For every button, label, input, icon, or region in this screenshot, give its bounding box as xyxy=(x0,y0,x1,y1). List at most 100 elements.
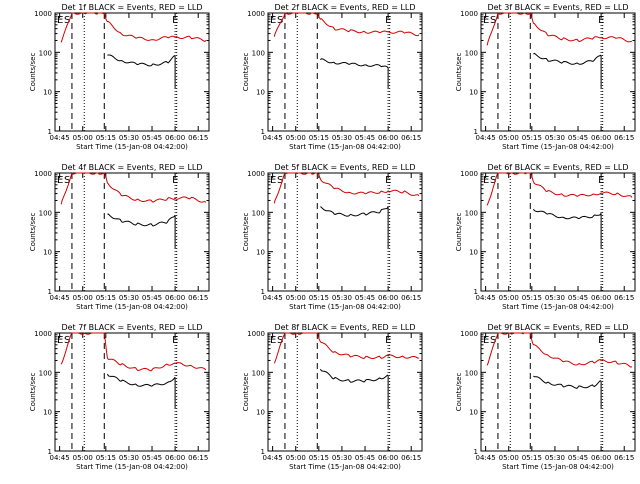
x-tick-label: 04:45 xyxy=(263,454,283,462)
chart-panel-4: Det 4f BLACK = Events, RED = LLD 1 10 100 10… xyxy=(29,163,210,311)
y-tick-label: 1000 xyxy=(34,330,52,338)
lld-series-line xyxy=(60,172,207,205)
y-tick-label: 1000 xyxy=(460,10,478,18)
y-tick-label: 100 xyxy=(465,209,478,217)
y-axis-label: Counts/sec xyxy=(455,53,463,92)
plot-frame xyxy=(480,172,636,292)
x-tick-label: 05:45 xyxy=(142,134,162,142)
x-tick-label: 05:30 xyxy=(119,454,139,462)
y-tick-label: 100 xyxy=(465,49,478,57)
marker-label-e: E xyxy=(57,175,63,186)
x-axis-label: Start Time (15-Jan-08 04:42:00) xyxy=(289,143,401,151)
x-tick-label: 06:00 xyxy=(378,454,398,462)
marker-label-e: E xyxy=(483,335,489,346)
x-tick-label: 06:15 xyxy=(614,454,634,462)
y-tick-label: 1 xyxy=(48,288,52,296)
y-tick-label: 1000 xyxy=(247,170,265,178)
x-tick-label: 06:15 xyxy=(188,294,208,302)
y-axis-label: Counts/sec xyxy=(29,53,37,92)
plot-frame xyxy=(480,332,636,452)
x-tick-label: 06:15 xyxy=(401,134,421,142)
y-tick-label: 10 xyxy=(43,89,52,97)
x-tick-label: 05:30 xyxy=(119,294,139,302)
y-tick-label: 1000 xyxy=(460,330,478,338)
panel-title: Det 2f BLACK = Events, RED = LLD xyxy=(274,3,415,12)
panel-title: Det 6f BLACK = Events, RED = LLD xyxy=(487,163,628,172)
plot-frame xyxy=(54,12,210,132)
x-tick-label: 05:15 xyxy=(96,294,116,302)
lld-series-line xyxy=(273,172,420,204)
plot-frame xyxy=(480,12,636,132)
x-tick-label: 05:30 xyxy=(545,294,565,302)
marker-label-e: E xyxy=(483,15,489,26)
y-tick-label: 100 xyxy=(39,49,52,57)
y-axis-label: Counts/sec xyxy=(242,53,250,92)
y-tick-label: 10 xyxy=(256,249,265,257)
marker-label-s: S xyxy=(64,175,70,186)
x-tick-label: 05:30 xyxy=(332,294,352,302)
y-tick-label: 100 xyxy=(39,369,52,377)
y-tick-label: 1 xyxy=(48,448,52,456)
y-tick-label: 1 xyxy=(474,288,478,296)
y-tick-label: 1000 xyxy=(247,330,265,338)
y-tick-label: 1000 xyxy=(247,10,265,18)
x-tick-label: 06:00 xyxy=(378,294,398,302)
marker-label-e: E xyxy=(483,175,489,186)
plot-frame xyxy=(54,172,210,292)
y-axis-label: Counts/sec xyxy=(242,373,250,412)
x-tick-label: 06:15 xyxy=(614,134,634,142)
x-axis-label: Start Time (15-Jan-08 04:42:00) xyxy=(76,143,188,151)
x-tick-label: 05:45 xyxy=(355,134,375,142)
x-tick-label: 05:15 xyxy=(309,294,329,302)
x-tick-label: 04:45 xyxy=(263,294,283,302)
x-tick-label: 04:45 xyxy=(476,134,496,142)
x-tick-label: 06:15 xyxy=(401,294,421,302)
x-tick-label: 05:00 xyxy=(499,134,519,142)
chart-panel-1: Det 1f BLACK = Events, RED = LLD 1 10 100 10… xyxy=(29,3,210,151)
events-series-line xyxy=(107,213,176,227)
marker-label-e: E xyxy=(598,15,604,26)
x-tick-label: 06:15 xyxy=(614,294,634,302)
y-tick-label: 10 xyxy=(469,409,478,417)
y-tick-label: 1 xyxy=(48,128,52,136)
y-tick-label: 100 xyxy=(252,369,265,377)
x-tick-label: 04:45 xyxy=(50,134,70,142)
x-tick-label: 05:45 xyxy=(142,294,162,302)
marker-label-e: E xyxy=(172,335,178,346)
x-axis-label: Start Time (15-Jan-08 04:42:00) xyxy=(76,463,188,471)
x-tick-label: 05:30 xyxy=(545,454,565,462)
x-tick-label: 06:15 xyxy=(401,454,421,462)
chart-panel-9: Det 9f BLACK = Events, RED = LLD 1 10 100 10… xyxy=(455,323,636,471)
x-tick-label: 05:15 xyxy=(522,134,542,142)
y-axis-label: Counts/sec xyxy=(242,213,250,252)
x-axis-label: Start Time (15-Jan-08 04:42:00) xyxy=(76,303,188,311)
x-tick-label: 04:45 xyxy=(476,294,496,302)
x-tick-label: 05:00 xyxy=(499,454,519,462)
x-tick-label: 05:30 xyxy=(119,134,139,142)
y-tick-label: 10 xyxy=(469,89,478,97)
y-tick-label: 1000 xyxy=(460,170,478,178)
panel-title: Det 8f BLACK = Events, RED = LLD xyxy=(274,323,415,332)
y-tick-label: 1 xyxy=(474,128,478,136)
chart-panel-7: Det 7f BLACK = Events, RED = LLD 1 10 100 10… xyxy=(29,323,210,471)
y-tick-label: 1 xyxy=(261,128,265,136)
y-axis-label: Counts/sec xyxy=(455,213,463,252)
chart-panel-6: Det 6f BLACK = Events, RED = LLD 1 10 100 10… xyxy=(455,163,636,311)
panel-title: Det 3f BLACK = Events, RED = LLD xyxy=(487,3,628,12)
marker-label-s: S xyxy=(64,15,70,26)
x-tick-label: 05:00 xyxy=(73,294,93,302)
y-axis-label: Counts/sec xyxy=(29,213,37,252)
x-tick-label: 05:00 xyxy=(73,454,93,462)
x-tick-label: 04:45 xyxy=(50,454,70,462)
events-series-line xyxy=(320,58,389,69)
lld-series-line xyxy=(486,172,633,206)
panel-title: Det 7f BLACK = Events, RED = LLD xyxy=(61,323,202,332)
x-tick-label: 06:15 xyxy=(188,134,208,142)
lld-series-line xyxy=(273,12,420,37)
events-series-line xyxy=(106,373,176,387)
panel-title: Det 1f BLACK = Events, RED = LLD xyxy=(61,3,202,12)
x-tick-label: 05:45 xyxy=(568,294,588,302)
plot-frame xyxy=(267,172,423,292)
y-tick-label: 1000 xyxy=(34,10,52,18)
marker-label-s: S xyxy=(490,15,496,26)
